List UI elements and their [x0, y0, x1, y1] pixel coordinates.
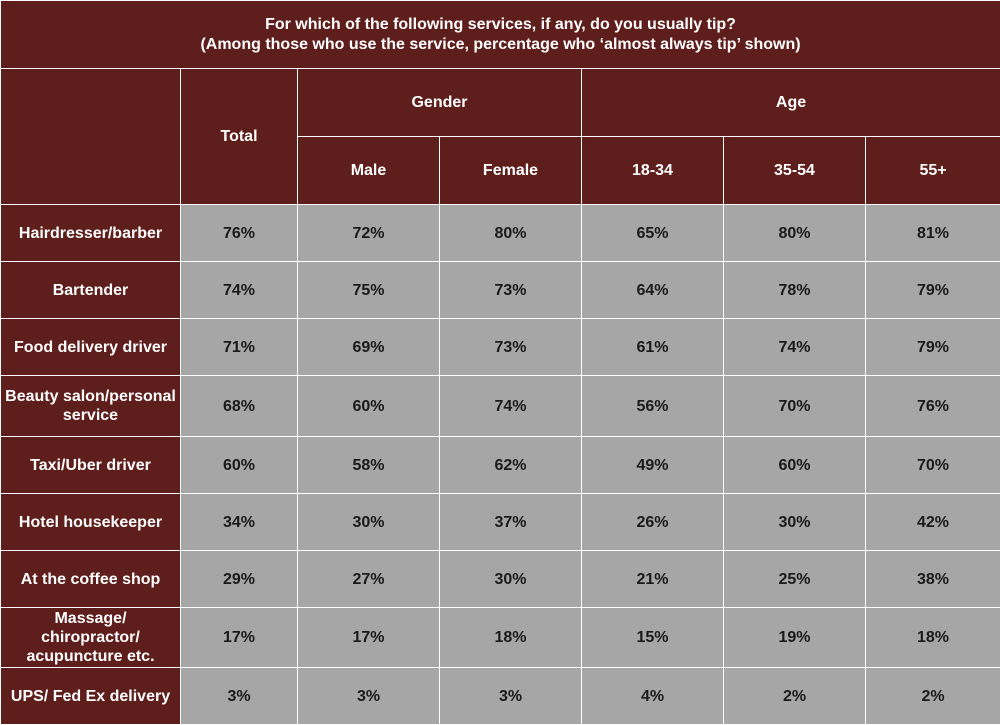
cell-55-plus: 2%	[866, 668, 1000, 725]
cell-18-34: 65%	[582, 205, 724, 262]
cell-35-54: 74%	[724, 319, 866, 376]
cell-male: 60%	[298, 376, 440, 437]
cell-18-34: 15%	[582, 608, 724, 668]
corner-cell	[1, 69, 181, 205]
cell-35-54: 2%	[724, 668, 866, 725]
row-label: Hotel housekeeper	[1, 494, 181, 551]
subtitle-line: (Among those who use the service, percen…	[5, 35, 996, 55]
cell-55-plus: 18%	[866, 608, 1000, 668]
cell-18-34: 64%	[582, 262, 724, 319]
row-label: Beauty salon/personal service	[1, 376, 181, 437]
title-line: For which of the following services, if …	[5, 15, 996, 35]
cell-female: 18%	[440, 608, 582, 668]
cell-female: 73%	[440, 319, 582, 376]
cell-35-54: 25%	[724, 551, 866, 608]
cell-female: 37%	[440, 494, 582, 551]
cell-18-34: 4%	[582, 668, 724, 725]
cell-18-34: 61%	[582, 319, 724, 376]
gender-header: Gender	[298, 69, 582, 137]
cell-total: 60%	[181, 437, 298, 494]
cell-female: 62%	[440, 437, 582, 494]
cell-55-plus: 81%	[866, 205, 1000, 262]
row-label: Taxi/Uber driver	[1, 437, 181, 494]
row-label: Food delivery driver	[1, 319, 181, 376]
cell-female: 30%	[440, 551, 582, 608]
column-header-18-34: 18-34	[582, 137, 724, 205]
cell-total: 68%	[181, 376, 298, 437]
row-label: Bartender	[1, 262, 181, 319]
cell-total: 17%	[181, 608, 298, 668]
table-row: Massage/ chiropractor/ acupuncture etc.1…	[1, 608, 1000, 668]
cell-35-54: 30%	[724, 494, 866, 551]
cell-total: 34%	[181, 494, 298, 551]
cell-female: 73%	[440, 262, 582, 319]
cell-total: 29%	[181, 551, 298, 608]
cell-total: 3%	[181, 668, 298, 725]
column-header-35-54: 35-54	[724, 137, 866, 205]
cell-55-plus: 70%	[866, 437, 1000, 494]
column-header-55-plus: 55+	[866, 137, 1000, 205]
cell-male: 72%	[298, 205, 440, 262]
cell-total: 76%	[181, 205, 298, 262]
cell-18-34: 21%	[582, 551, 724, 608]
cell-female: 80%	[440, 205, 582, 262]
cell-35-54: 60%	[724, 437, 866, 494]
table-title: For which of the following services, if …	[1, 1, 1000, 69]
cell-55-plus: 42%	[866, 494, 1000, 551]
cell-male: 75%	[298, 262, 440, 319]
column-header-male: Male	[298, 137, 440, 205]
cell-35-54: 78%	[724, 262, 866, 319]
cell-female: 3%	[440, 668, 582, 725]
cell-male: 69%	[298, 319, 440, 376]
row-label: Massage/ chiropractor/ acupuncture etc.	[1, 608, 181, 668]
cell-55-plus: 38%	[866, 551, 1000, 608]
cell-male: 17%	[298, 608, 440, 668]
cell-male: 30%	[298, 494, 440, 551]
cell-male: 27%	[298, 551, 440, 608]
cell-female: 74%	[440, 376, 582, 437]
cell-55-plus: 79%	[866, 262, 1000, 319]
cell-total: 71%	[181, 319, 298, 376]
cell-18-34: 26%	[582, 494, 724, 551]
age-header: Age	[582, 69, 1000, 137]
row-label: Hairdresser/barber	[1, 205, 181, 262]
cell-35-54: 70%	[724, 376, 866, 437]
cell-18-34: 49%	[582, 437, 724, 494]
cell-55-plus: 76%	[866, 376, 1000, 437]
cell-total: 74%	[181, 262, 298, 319]
row-label: At the coffee shop	[1, 551, 181, 608]
cell-35-54: 19%	[724, 608, 866, 668]
cell-55-plus: 79%	[866, 319, 1000, 376]
cell-male: 58%	[298, 437, 440, 494]
total-header: Total	[181, 69, 298, 205]
column-header-female: Female	[440, 137, 582, 205]
cell-18-34: 56%	[582, 376, 724, 437]
cell-male: 3%	[298, 668, 440, 725]
cell-35-54: 80%	[724, 205, 866, 262]
row-label: UPS/ Fed Ex delivery	[1, 668, 181, 725]
